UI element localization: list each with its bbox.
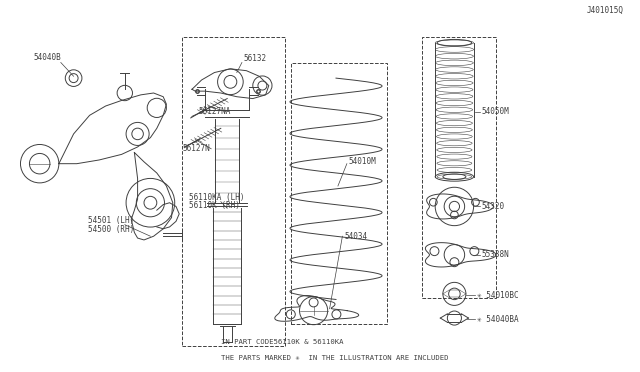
Text: ✳ 54010BC: ✳ 54010BC [477, 291, 518, 299]
Text: 54320: 54320 [481, 202, 504, 211]
Text: 56132: 56132 [243, 54, 266, 63]
Text: 56110KA (LH): 56110KA (LH) [189, 193, 244, 202]
Text: J401015Q: J401015Q [587, 6, 624, 15]
Text: 54010M: 54010M [349, 157, 376, 166]
Text: 54040B: 54040B [33, 53, 61, 62]
Text: 54500 (RH): 54500 (RH) [88, 225, 134, 234]
Text: 54501 (LH): 54501 (LH) [88, 216, 134, 225]
Bar [291, 63, 387, 324]
Text: 56127N: 56127N [182, 144, 210, 153]
Text: 54034: 54034 [344, 232, 367, 241]
Bar [422, 37, 496, 298]
Text: THE PARTS MARKED ✳  IN THE ILLUSTRATION ARE INCLUDED: THE PARTS MARKED ✳ IN THE ILLUSTRATION A… [221, 355, 448, 361]
Text: 56127NA: 56127NA [198, 107, 231, 116]
Text: IN PART CODE56110K & 56110KA: IN PART CODE56110K & 56110KA [221, 339, 343, 345]
Text: ✳ 54040BA: ✳ 54040BA [477, 315, 518, 324]
Text: 54050M: 54050M [481, 107, 509, 116]
Text: 55338N: 55338N [481, 250, 509, 259]
Bar [182, 37, 285, 346]
Text: 56110K (RH): 56110K (RH) [189, 201, 239, 210]
